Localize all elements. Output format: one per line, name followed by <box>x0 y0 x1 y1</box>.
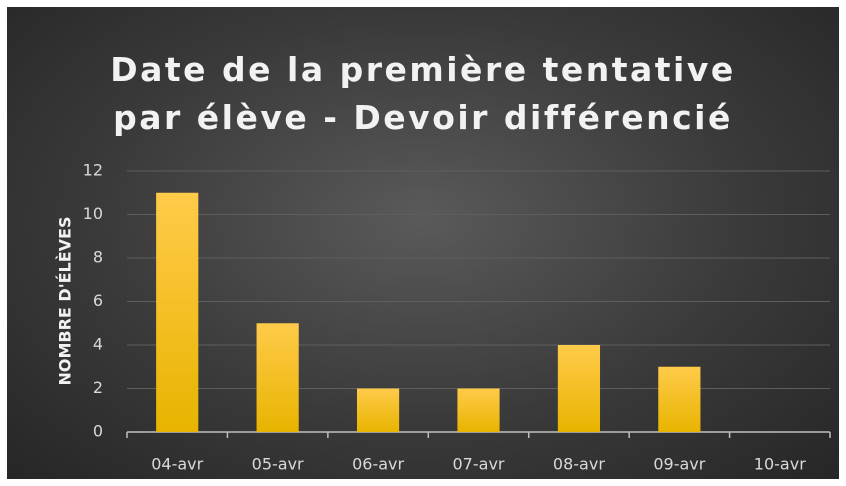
y-tick-label: 6 <box>93 291 103 310</box>
x-tick-label: 06-avr <box>352 455 404 474</box>
bar <box>356 388 400 432</box>
x-tick-label: 10-avr <box>754 455 806 474</box>
chart-title: Date de la première tentative par élève … <box>110 50 736 137</box>
y-tick-label: 10 <box>83 204 103 223</box>
x-tick-label: 05-avr <box>252 455 304 474</box>
x-tick-label: 09-avr <box>653 455 705 474</box>
x-tick-label: 07-avr <box>453 455 505 474</box>
bar <box>256 323 299 432</box>
x-tick-label: 08-avr <box>553 455 605 474</box>
y-tick-label: 12 <box>83 161 103 180</box>
bar <box>557 345 601 432</box>
bar <box>457 388 500 432</box>
x-tick-label: 04-avr <box>151 455 203 474</box>
y-axis-label: NOMBRE D'ÉLÈVES <box>56 217 75 386</box>
y-tick-label: 0 <box>93 422 103 441</box>
bar <box>658 366 701 432</box>
bar <box>156 192 199 432</box>
y-tick-label: 2 <box>93 378 103 397</box>
y-tick-label: 4 <box>93 335 103 354</box>
y-tick-label: 8 <box>93 248 103 267</box>
